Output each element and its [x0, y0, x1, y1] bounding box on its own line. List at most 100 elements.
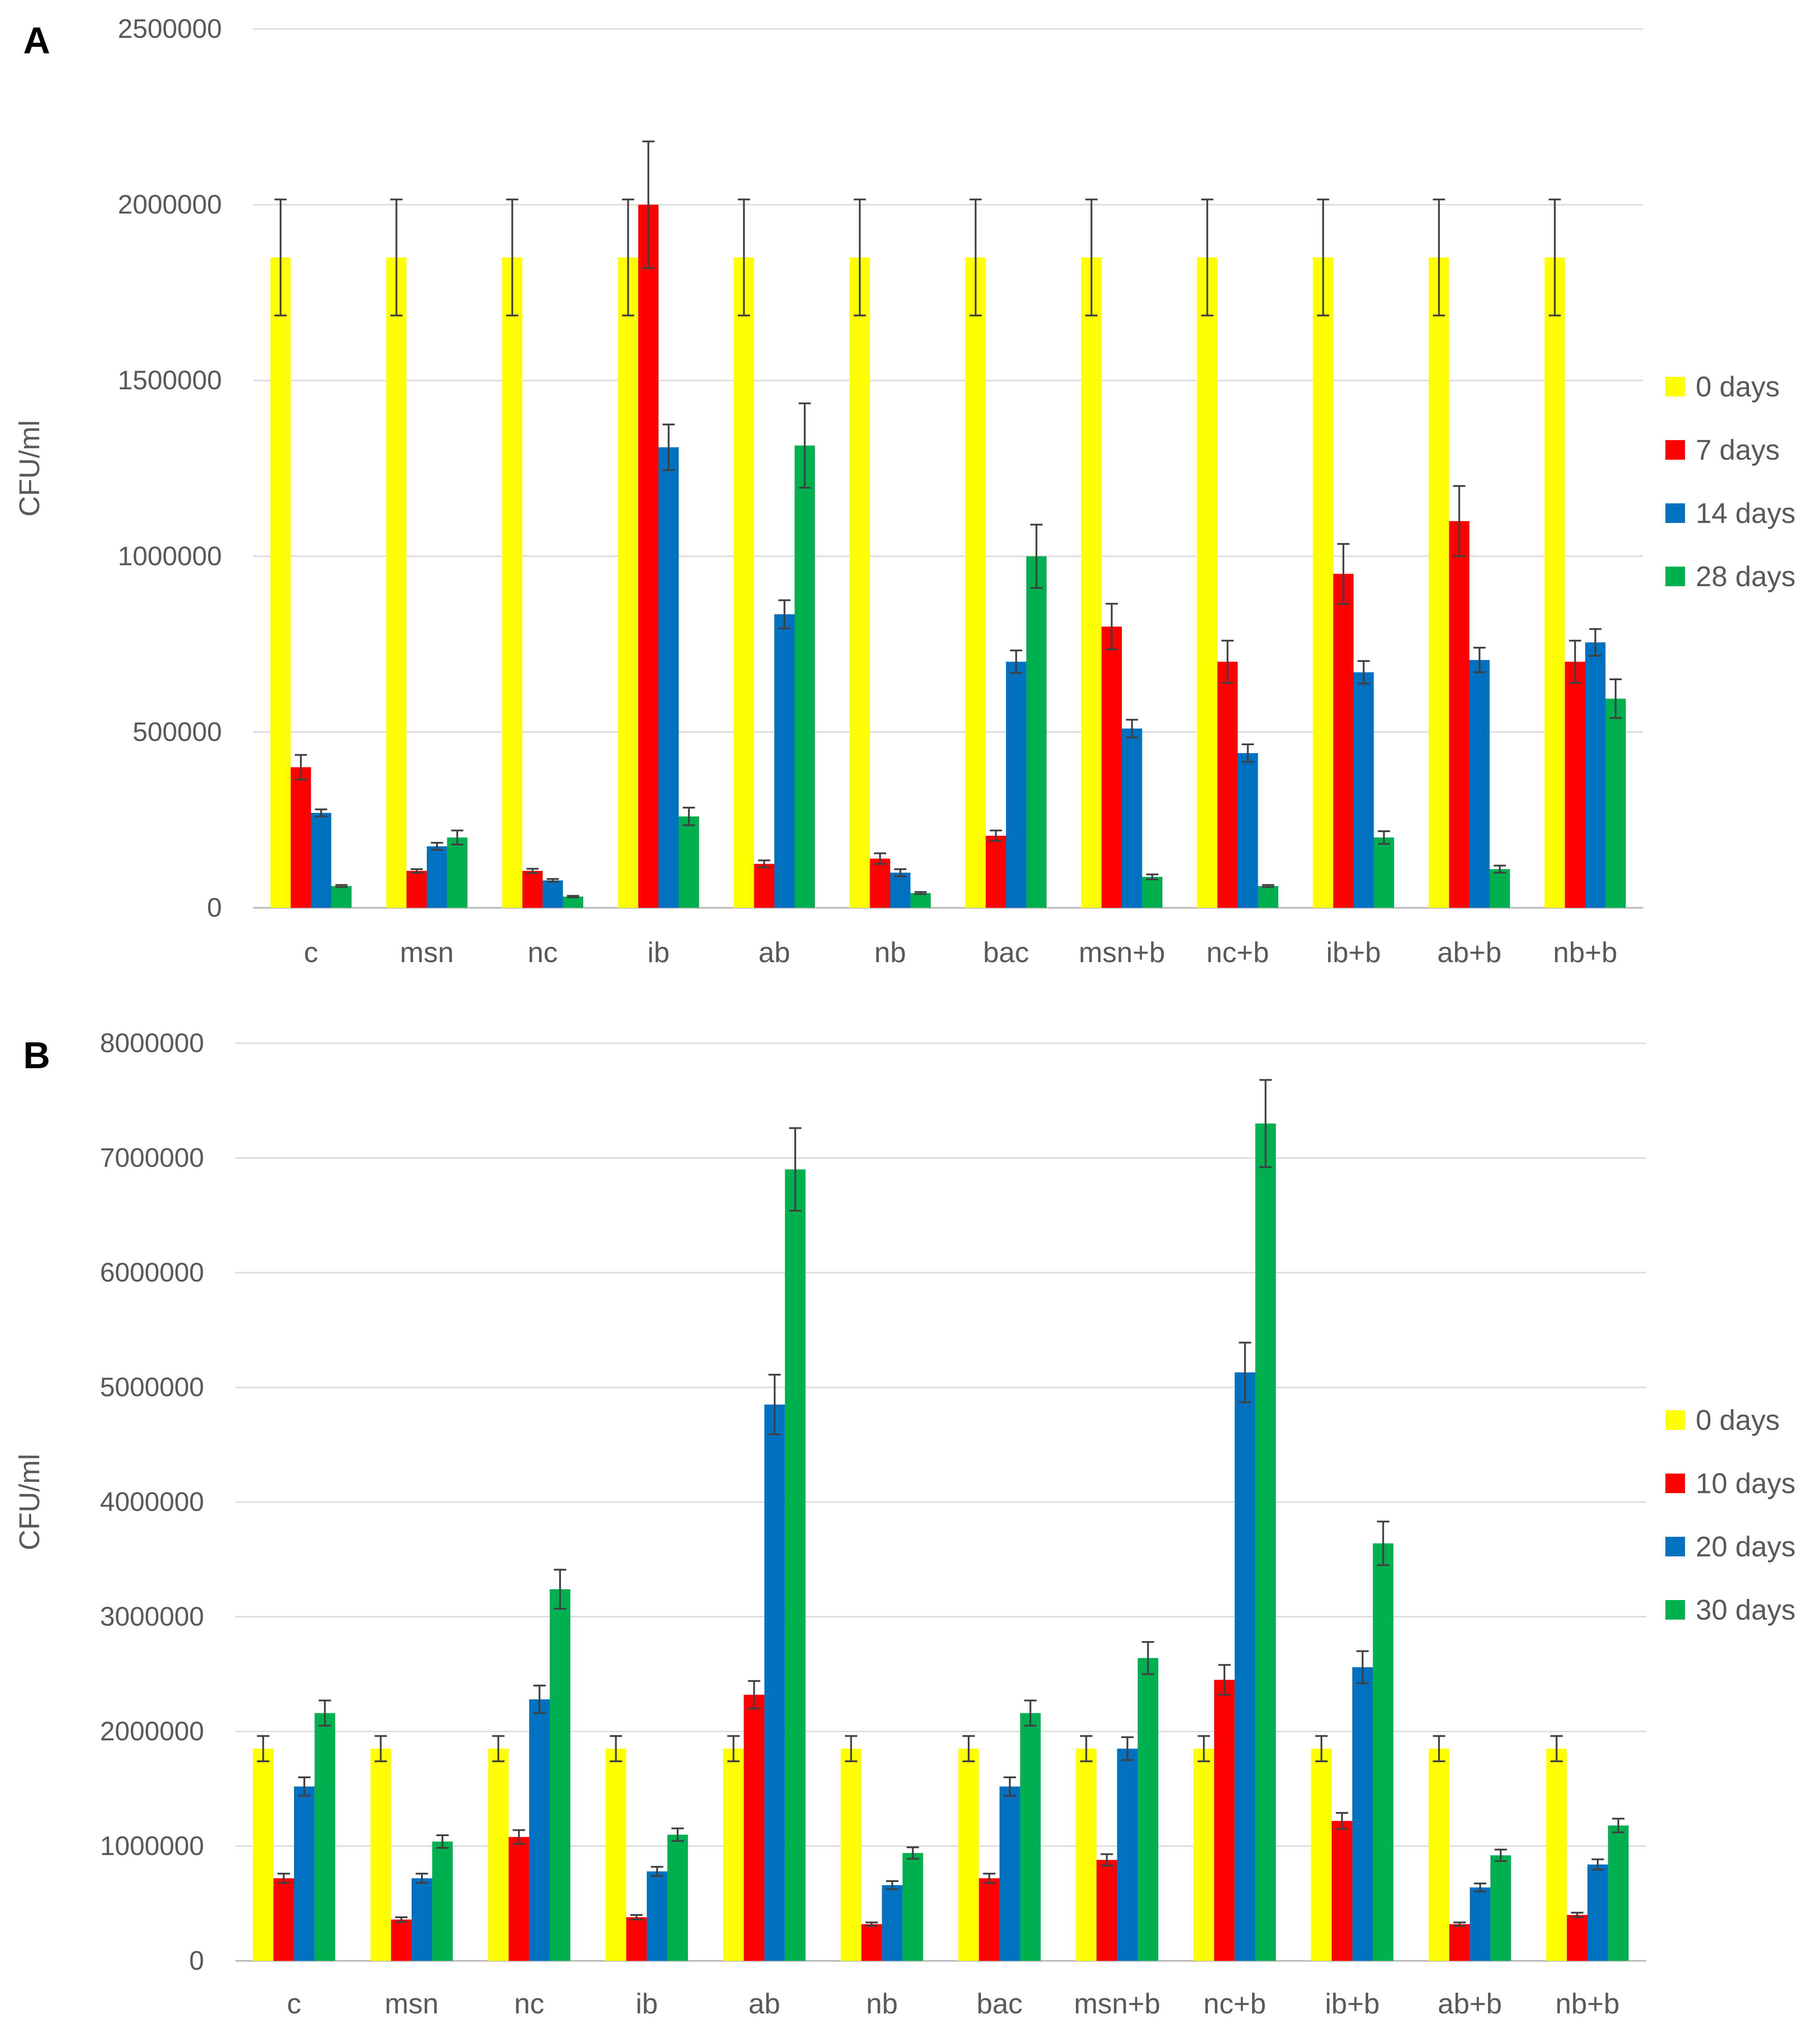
- panel-b-y-tick-label: 2000000: [100, 1716, 204, 1746]
- panel-a-bar: [331, 886, 352, 908]
- panel-b-bar: [1587, 1864, 1608, 1961]
- panel-a-bar: [1469, 660, 1490, 908]
- panel-a-bar: [734, 257, 754, 908]
- panel-b-bar: [315, 1713, 335, 1961]
- panel-a-legend-label: 28 days: [1696, 560, 1795, 592]
- panel-a-bar: [1217, 661, 1238, 908]
- panel-b-bar: [999, 1786, 1020, 1961]
- panel-b-bar: [1117, 1748, 1138, 1961]
- panel-a-bar: [1026, 556, 1047, 908]
- panel-a-x-tick-label: ib: [647, 936, 670, 968]
- panel-b-bar: [861, 1924, 882, 1961]
- panel-b-y-tick-label: 3000000: [100, 1602, 204, 1632]
- panel-a-bar: [638, 204, 658, 908]
- panel-b-bar: [411, 1878, 433, 1961]
- panel-a-bar: [522, 871, 543, 908]
- panel-a-bar: [1122, 728, 1142, 908]
- panel-a-x-tick-label: ab+b: [1437, 936, 1501, 968]
- panel-a-y-tick-label: 2000000: [118, 190, 222, 220]
- panel-b-bar: [605, 1748, 626, 1961]
- panel-a-bar: [1197, 257, 1218, 908]
- panel-a-bar: [543, 880, 563, 908]
- panel-b-x-tick-label: nc: [514, 1988, 544, 2020]
- panel-b-x-tick-label: c: [287, 1988, 301, 2020]
- panel-a-bar: [1429, 257, 1449, 908]
- panel-b-bar: [1566, 1915, 1588, 1961]
- panel-a-bar: [1101, 626, 1122, 908]
- panel-b-bar: [370, 1748, 391, 1961]
- panel-a-bar: [1081, 257, 1102, 908]
- panel-b-bar: [273, 1878, 294, 1961]
- panel-a-bar: [447, 837, 467, 908]
- panel-a-x-tick-label: msn: [400, 936, 454, 968]
- panel-b-legend-label: 0 days: [1696, 1404, 1780, 1436]
- panel-b-x-tick-label: msn+b: [1074, 1988, 1160, 2020]
- panel-b-bar: [646, 1871, 667, 1961]
- panel-a-bar: [1238, 753, 1258, 908]
- panel-b-x-tick-label: nc+b: [1203, 1988, 1266, 2020]
- panel-a-bar: [890, 873, 911, 908]
- panel-a-x-tick-label: nc+b: [1207, 936, 1269, 968]
- panel-b-bar: [1352, 1667, 1373, 1961]
- panel-a-bar: [386, 257, 407, 908]
- panel-b-y-tick-label: 4000000: [100, 1487, 204, 1517]
- panel-a-legend-label: 14 days: [1696, 497, 1795, 529]
- panel-a-y-axis-label: CFU/ml: [13, 420, 45, 517]
- panel-b-bar: [1255, 1123, 1276, 1961]
- panel-b-x-tick-label: ib+b: [1325, 1988, 1380, 2020]
- panel-a-bar: [986, 836, 1006, 908]
- panel-a-bar: [563, 896, 583, 908]
- panel-b-bar: [785, 1169, 806, 1961]
- panel-a-x-tick-label: nb+b: [1553, 936, 1617, 968]
- panel-b-x-tick-label: ab: [748, 1988, 780, 2020]
- panel-a-bar: [270, 257, 291, 908]
- panel-a-legend-label: 0 days: [1696, 371, 1780, 403]
- panel-a-x-tick-label: nc: [528, 936, 558, 968]
- panel-a-bar: [658, 447, 679, 908]
- panel-b-bar: [882, 1885, 903, 1961]
- panel-b-bar: [626, 1917, 647, 1961]
- panel-b-bar: [1020, 1713, 1041, 1961]
- panel-b-bar: [508, 1837, 529, 1961]
- panel-a-bar: [965, 257, 986, 908]
- panel-a-y-tick-label: 0: [207, 893, 222, 923]
- panel-b-x-tick-label: nb: [866, 1988, 898, 2020]
- panel-b-bar: [902, 1853, 923, 1961]
- panel-b-bar: [529, 1699, 550, 1961]
- panel-a-bar: [679, 816, 699, 908]
- panel-b-y-tick-label: 8000000: [100, 1028, 204, 1058]
- panel-b-bar: [1235, 1372, 1256, 1961]
- panel-a-bar: [1585, 642, 1606, 908]
- panel-a-bar: [502, 257, 523, 908]
- panel-b-bar: [1137, 1658, 1158, 1961]
- panel-b-letter: B: [23, 1034, 50, 1076]
- panel-a-bar: [1489, 869, 1510, 908]
- panel-b-y-tick-label: 6000000: [100, 1257, 204, 1287]
- panel-a-bar: [794, 445, 815, 908]
- panel-b-legend-swatch: [1665, 1410, 1685, 1430]
- panel-a-legend-swatch: [1665, 377, 1685, 396]
- panel-a-bar: [910, 893, 931, 908]
- panel-b-legend-label: 30 days: [1696, 1594, 1795, 1626]
- panel-a-y-tick-label: 1500000: [118, 365, 222, 395]
- panel-a-bar: [1258, 886, 1278, 908]
- panel-a-bar: [1333, 574, 1354, 908]
- panel-a-x-tick-label: nb: [874, 936, 906, 968]
- panel-a-bar: [311, 812, 331, 908]
- panel-b-y-tick-label: 7000000: [100, 1143, 204, 1173]
- panel-a-bar: [1449, 521, 1469, 908]
- panel-b-bar: [1332, 1821, 1353, 1961]
- panel-a-y-tick-label: 500000: [133, 717, 222, 747]
- panel-b-x-tick-label: nb+b: [1555, 1988, 1620, 2020]
- panel-b-bar: [294, 1786, 315, 1961]
- panel-b-bar: [723, 1748, 744, 1961]
- panel-b-bar: [1470, 1887, 1491, 1961]
- panel-a-bar: [618, 257, 638, 908]
- panel-a-bar: [1605, 698, 1626, 908]
- panel-b-bar: [1428, 1748, 1449, 1961]
- panel-b-bar: [1546, 1748, 1567, 1961]
- panel-b-bar: [432, 1841, 453, 1961]
- panel-a-letter: A: [23, 20, 50, 61]
- panel-b-y-tick-label: 1000000: [100, 1831, 204, 1861]
